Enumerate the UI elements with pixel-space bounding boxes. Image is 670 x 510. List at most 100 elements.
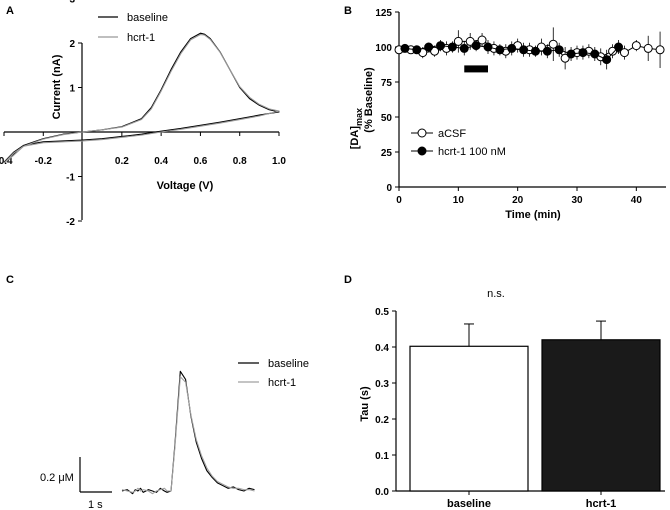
panel-a-label: A <box>6 5 14 17</box>
panel-b-series <box>394 27 665 70</box>
panel-b-x-title: Time (min) <box>505 209 561 221</box>
panel-d-ytick-label: 0.5 <box>375 307 389 318</box>
panel-a-ytick-label: -2 <box>66 217 75 228</box>
panel-b-hcrt-point <box>566 49 576 59</box>
panel-b-hcrt-point <box>436 41 446 51</box>
panel-b-ytick-label: 100 <box>375 43 392 54</box>
panel-a-hcrt-trace <box>3 33 280 164</box>
panel-a-ytick-label: -1 <box>66 173 75 184</box>
panel-b-hcrt-point <box>424 42 434 52</box>
panel-b-y-title-line2: (% Baseline) <box>363 67 375 133</box>
panel-c-baseline-trace <box>121 370 255 495</box>
panel-b-label: B <box>344 5 352 17</box>
panel-d-bars: baseline hcrt-1 <box>409 320 661 510</box>
panel-d-baseline-category-label: baseline <box>447 498 491 510</box>
panel-a-y-title: Current (nA) <box>51 54 63 119</box>
panel-b-xtick-label: 30 <box>571 195 583 206</box>
panel-d-label: D <box>344 274 352 286</box>
panel-b-hcrt-point <box>459 43 469 53</box>
panel-c-scale-bar: 0.2 μM 1 s <box>40 457 112 510</box>
panel-d-ticks: 0.0 0.1 0.2 0.3 0.4 0.5 <box>375 307 396 498</box>
legend-b-hcrt-label: hcrt-1 100 nM <box>438 146 506 158</box>
panel-b-acsf-point <box>608 46 618 56</box>
panel-b-acsf-point <box>465 36 475 46</box>
panel-c-label: C <box>6 274 14 286</box>
panel-b-hcrt-point <box>554 45 564 55</box>
panel-d: D n.s. 0.0 0.1 0.2 0.3 0.4 0.5 Tau (s) baseli… <box>344 274 665 510</box>
panel-b-hcrt-point <box>578 48 588 58</box>
panel-b-ticks: 0 10 20 30 40 0 25 50 75 100 125 <box>375 8 642 206</box>
panel-d-ytick-label: 0.0 <box>375 487 389 498</box>
drug-application-bar <box>464 65 488 73</box>
legend-a-hcrt-label: hcrt-1 <box>127 32 155 44</box>
panel-a-xtick-label: 0.2 <box>115 156 129 167</box>
panel-d-hcrt-bar <box>541 339 661 492</box>
panel-b-y-title-main: [DA]max <box>349 108 364 149</box>
panel-a-xtick-label: 0.8 <box>233 156 247 167</box>
panel-d-hcrt-category-label: hcrt-1 <box>586 498 617 510</box>
panel-a-traces <box>3 32 280 164</box>
panel-d-ytick-label: 0.4 <box>375 343 389 354</box>
panel-a-ytick-label: 2 <box>69 39 75 50</box>
panel-a-ytick-label: 1 <box>69 84 75 95</box>
panel-b-acsf-point <box>560 53 570 63</box>
panel-b-acsf-point <box>631 41 641 51</box>
panel-c-legend: baseline hcrt-1 <box>238 358 309 389</box>
panel-b-hcrt-point <box>400 43 410 53</box>
panel-b-hcrt-point <box>495 45 505 55</box>
legend-b-acsf-marker <box>417 128 427 138</box>
panel-b-hcrt-point <box>602 55 612 65</box>
legend-c-baseline-label: baseline <box>268 358 309 370</box>
panel-b-xtick-label: 20 <box>512 195 524 206</box>
legend-c-hcrt-label: hcrt-1 <box>268 377 296 389</box>
panel-c: C 0.2 μM 1 s baseline hcrt-1 <box>6 274 309 510</box>
panel-b-hcrt-point <box>530 46 540 56</box>
panel-d-ytick-label: 0.3 <box>375 379 389 390</box>
panel-b-xtick-label: 10 <box>453 195 465 206</box>
legend-a-baseline-label: baseline <box>127 12 168 24</box>
panel-b-hcrt-point <box>507 43 517 53</box>
panel-b-acsf-point <box>477 35 487 45</box>
panel-a-ytick-label: 3 <box>69 0 75 6</box>
panel-a-xtick-label: 1.0 <box>272 156 286 167</box>
legend-b-hcrt-marker <box>417 146 427 156</box>
panel-d-baseline-bar <box>409 345 529 492</box>
panel-b-acsf-point <box>548 39 558 49</box>
panel-b-hcrt-point <box>412 45 422 55</box>
panel-b-y-title: [DA]max (% Baseline) <box>349 67 375 149</box>
panel-b-ytick-label: 0 <box>386 183 392 194</box>
panel-b-hcrt-point <box>614 42 624 52</box>
panel-b-legend: aCSF hcrt-1 100 nM <box>411 128 506 158</box>
panel-b-hcrt-point <box>483 42 493 52</box>
panel-a-legend: baseline hcrt-1 <box>98 12 168 44</box>
panel-b-xtick-label: 40 <box>631 195 643 206</box>
panel-a-xtick-label: 0.4 <box>154 156 168 167</box>
panel-b-ytick-label: 125 <box>375 8 392 19</box>
panel-b-xtick-label: 0 <box>396 195 402 206</box>
panel-b-acsf-point <box>453 36 463 46</box>
scale-bar-x-label: 1 s <box>88 499 103 510</box>
panel-b-acsf-point <box>655 45 665 55</box>
panel-d-y-title: Tau (s) <box>359 386 371 422</box>
panel-b-hcrt-point <box>542 46 552 56</box>
significance-annotation: n.s. <box>487 288 505 300</box>
panel-b-ytick-label: 50 <box>381 113 393 124</box>
scale-bar-y-label: 0.2 μM <box>40 472 74 484</box>
panel-b-hcrt-point <box>590 49 600 59</box>
panel-d-ytick-label: 0.2 <box>375 415 389 426</box>
panel-a-xtick-label: -0.2 <box>35 156 53 167</box>
legend-b-acsf-label: aCSF <box>438 128 466 140</box>
panel-b-acsf-point <box>643 43 653 53</box>
panel-b: B 0 10 20 30 40 0 25 50 75 100 125 Time (min) [DA]… <box>344 5 666 221</box>
panel-a-x-title: Voltage (V) <box>157 180 214 192</box>
panel-b-hcrt-point <box>519 45 529 55</box>
panel-b-hcrt-point <box>471 41 481 51</box>
panel-b-acsf-point <box>619 48 629 58</box>
panel-c-hcrt-trace <box>121 376 255 495</box>
panel-b-ytick-label: 25 <box>381 148 393 159</box>
panel-b-acsf-point <box>430 46 440 56</box>
panel-a-xtick-label: 0.6 <box>193 156 207 167</box>
panel-b-ytick-label: 75 <box>381 78 393 89</box>
